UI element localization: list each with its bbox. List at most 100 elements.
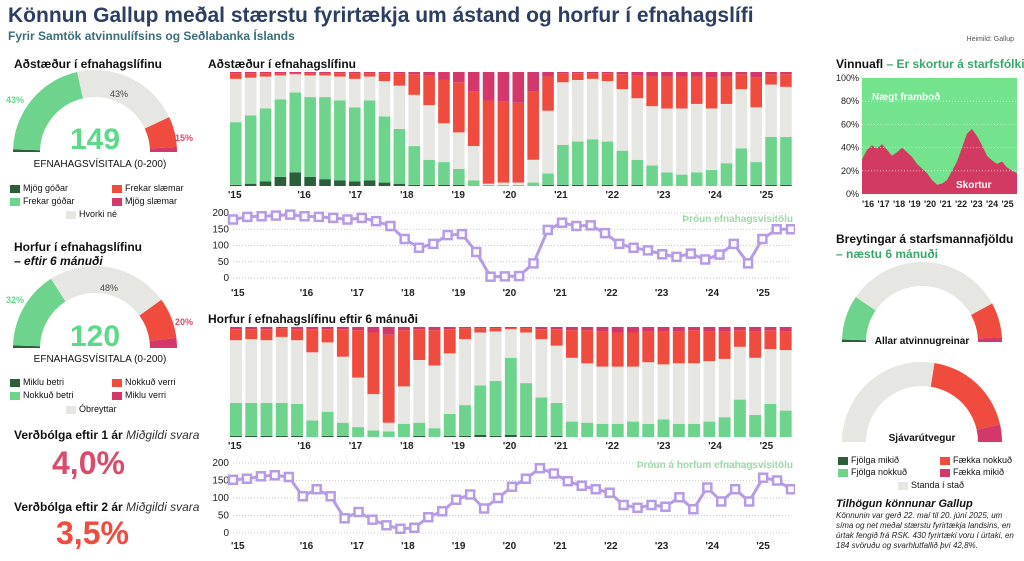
bar-segment	[779, 331, 792, 351]
area-shortage	[862, 129, 1017, 194]
bar-segment	[260, 435, 273, 437]
bar-segment	[542, 72, 554, 77]
outlook-pct-better: 32%	[6, 295, 25, 305]
bar-segment	[289, 74, 302, 93]
bar-segment	[688, 363, 701, 424]
legend-better: Nokkuð betri	[10, 390, 74, 400]
bar-segment	[690, 103, 703, 173]
legend-label: Hvorki né	[79, 209, 118, 219]
bar-segment	[334, 72, 346, 74]
series-label-adequate: Nægt framboð	[872, 91, 940, 103]
bar-segment	[672, 327, 685, 332]
bar-segment	[596, 331, 609, 367]
bar-segment	[319, 73, 331, 76]
bar-segment	[363, 100, 376, 181]
bar-segment	[586, 184, 599, 186]
x-tick-label: '18	[893, 199, 905, 209]
bar-segment	[497, 184, 510, 186]
bar-segment	[557, 184, 569, 186]
bar-segment	[676, 108, 688, 175]
bar-segment	[334, 76, 346, 101]
bar-segment	[627, 332, 639, 367]
bar-segment	[557, 144, 569, 185]
bar-segment	[542, 184, 554, 186]
bar-segment	[642, 362, 655, 424]
bar-segment	[230, 78, 242, 123]
legend-label: Nokkuð verri	[125, 377, 176, 387]
x-tick-label: '25	[760, 441, 774, 452]
bar-segment	[348, 78, 361, 108]
bar-segment	[690, 72, 703, 77]
data-point	[528, 258, 539, 269]
bar-segment	[397, 327, 410, 331]
data-point	[381, 520, 392, 531]
data-point	[269, 470, 281, 481]
bar-segment	[703, 327, 716, 332]
bar-segment	[291, 327, 303, 330]
bar-segment	[520, 328, 533, 333]
bar-segment	[765, 184, 777, 186]
bar-segment	[489, 327, 502, 329]
bar-segment	[245, 339, 258, 403]
bar-segment	[230, 184, 242, 186]
data-point	[642, 245, 654, 256]
bar-segment	[764, 404, 777, 437]
data-point	[478, 503, 490, 514]
bar-segment	[244, 115, 257, 184]
bar-segment	[319, 72, 331, 74]
x-tick-label: '16	[297, 441, 311, 452]
bar-segment	[443, 329, 456, 354]
bar-segment	[703, 331, 716, 362]
bar-segment	[306, 329, 319, 353]
data-point	[599, 227, 611, 239]
bar-segment	[705, 72, 718, 78]
bar-segment	[520, 332, 533, 384]
legend-swatch	[838, 468, 848, 477]
bar-segment	[718, 417, 731, 437]
bar-segment	[363, 180, 376, 186]
bar-segment	[423, 159, 435, 185]
bar-segment	[571, 184, 584, 186]
outlook-stacked-chart: '15 '16 '17 '18 '19 '20 '21 '22 '23 '24 '25	[228, 327, 792, 452]
bar-segment	[735, 184, 748, 186]
bar-segment	[780, 136, 792, 185]
bar-segment	[565, 421, 578, 437]
bar-segment	[733, 327, 746, 331]
x-tick-label: '20	[503, 288, 517, 299]
bar-segment	[321, 329, 334, 343]
data-point	[283, 471, 295, 483]
legend-swatch	[940, 468, 950, 477]
x-tick-label: '16	[300, 288, 314, 299]
data-point	[311, 484, 322, 495]
legend-swatch	[112, 378, 122, 387]
bar-segment	[596, 423, 609, 437]
bar-segment	[661, 72, 673, 77]
bar-segment	[779, 410, 792, 437]
outlook-index-chart: 0 50 100 150 200 '15 '16 '17 '18 '19 '20 '21 '22 '23 '…	[212, 458, 795, 552]
bar-segment	[393, 183, 406, 186]
bar-segment	[718, 331, 731, 359]
bar-segment	[408, 184, 421, 186]
conditions-pct-neither: 43%	[110, 89, 129, 99]
y-tick-label: 100	[212, 241, 229, 252]
data-point	[618, 499, 629, 511]
bar-segment	[631, 184, 644, 186]
data-point	[660, 501, 671, 512]
x-tick-label: '16	[297, 190, 311, 201]
bar-segment	[750, 107, 762, 163]
bar-segment	[520, 383, 533, 436]
y-tick-label: 200	[212, 458, 229, 469]
bar-segment	[304, 72, 316, 74]
data-point	[470, 246, 482, 258]
data-point	[227, 214, 239, 225]
bar-segment	[334, 73, 346, 77]
bar-segment	[474, 328, 487, 333]
bar-segment	[319, 97, 331, 180]
bar-segment	[423, 72, 435, 76]
bar-segment	[378, 81, 391, 117]
data-point	[685, 248, 697, 259]
legend-swatch	[898, 481, 908, 490]
staff-change-subtitle: – næstu 6 mánuði	[836, 247, 939, 261]
bar-segment	[230, 340, 242, 403]
data-point	[688, 503, 699, 515]
